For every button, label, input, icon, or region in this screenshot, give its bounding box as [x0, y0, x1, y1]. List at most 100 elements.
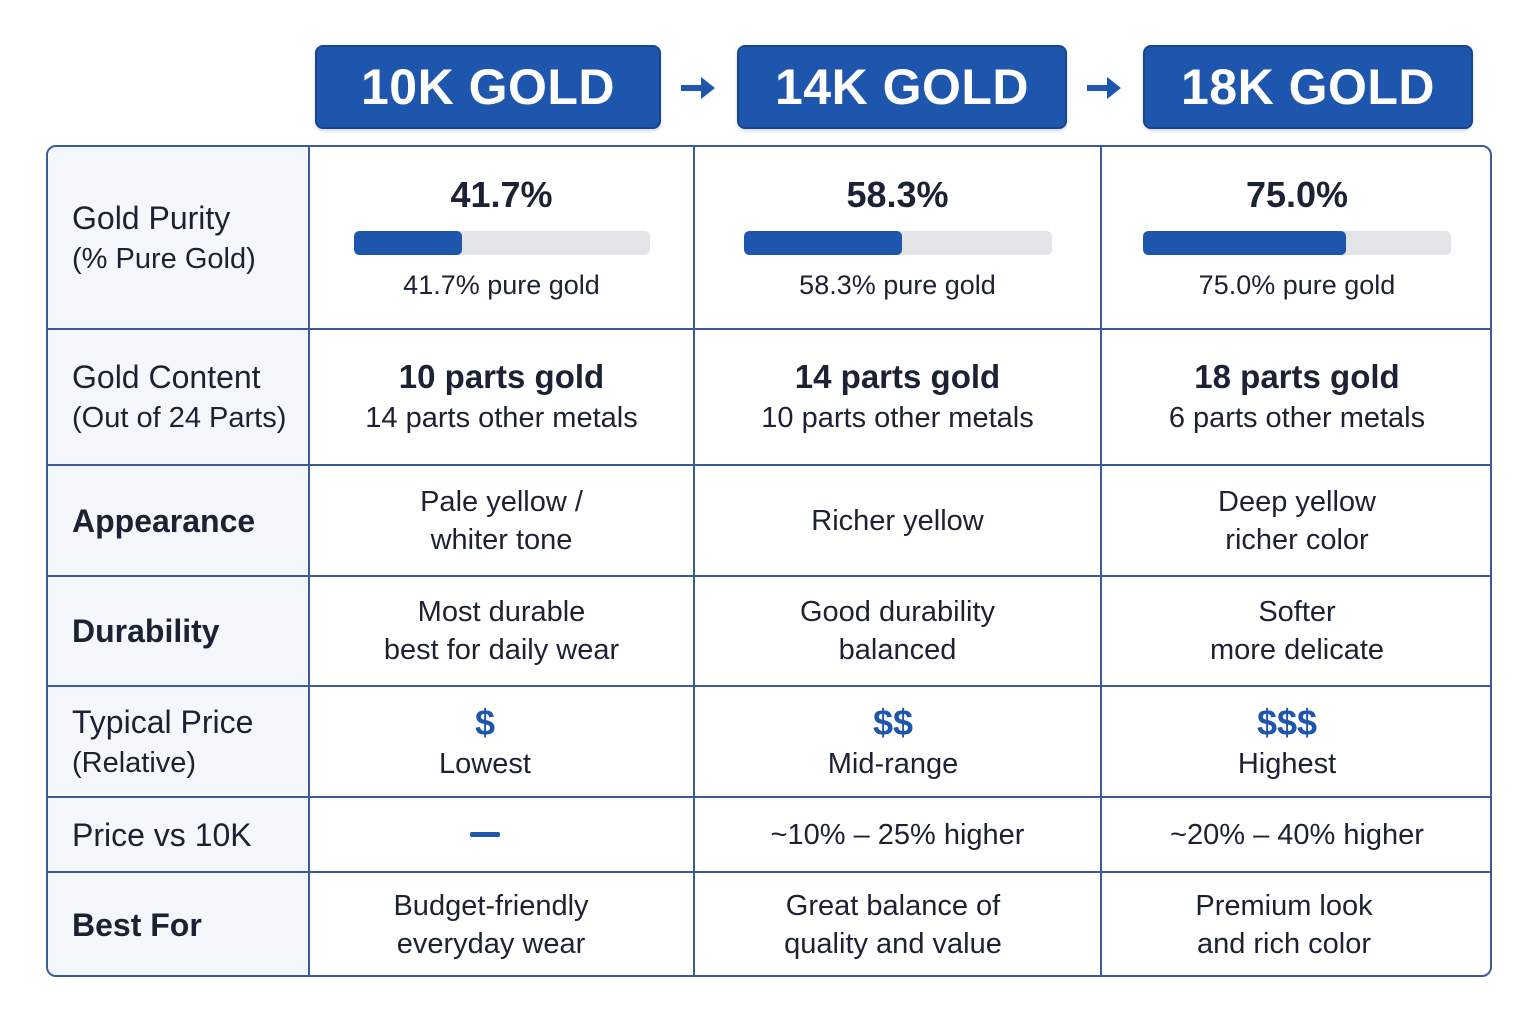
cell-line: more delicate [1209, 634, 1385, 666]
vs10k-cell-18k: ~20% – 40% higher [1102, 798, 1490, 871]
cell-line: Budget-friendly [393, 890, 589, 922]
cell-line: Deep yellow [1218, 485, 1376, 518]
cell-line: Good durability [799, 596, 996, 628]
cell-line: ~10% – 25% higher [770, 818, 1025, 851]
cell-line: Great balance of [785, 890, 1001, 922]
bestfor-cell-18k: Premium look and rich color [1102, 873, 1466, 975]
header-14k: 14K GOLD [737, 45, 1067, 129]
row-divider [48, 796, 1490, 798]
dash-icon [470, 832, 500, 837]
row-label-purity: Gold Purity (% Pure Gold) [48, 147, 308, 328]
price-symbol: $ [474, 701, 496, 743]
bestfor-cell-10k: Budget-friendly everyday wear [310, 873, 672, 975]
label-main: Gold Content [72, 359, 261, 395]
cell-line: Most durable [417, 596, 586, 628]
cell-line: Softer [1258, 596, 1336, 628]
header-10k: 10K GOLD [315, 45, 661, 129]
row-label-durability: Durability [48, 577, 308, 685]
cell-line: and rich color [1196, 928, 1372, 960]
content-cell-10k: 10 parts gold 14 parts other metals [310, 330, 693, 464]
price-symbol: $$$ [1256, 701, 1318, 743]
cell-line: everyday wear [396, 928, 586, 960]
row-label-content: Gold Content (Out of 24 Parts) [48, 330, 308, 464]
price-cell-14k: $$ Mid-range [695, 687, 1091, 796]
purity-value: 58.3% [846, 173, 949, 215]
content-cell-14k: 14 parts gold 10 parts other metals [695, 330, 1100, 464]
label-main: Typical Price [72, 703, 254, 740]
row-label-appearance: Appearance [48, 466, 308, 575]
header-14k-label: 14K GOLD [774, 59, 1030, 115]
purity-caption: 41.7% pure gold [403, 269, 600, 300]
row-label-bestfor: Best For [48, 873, 308, 975]
purity-bar-fill [353, 230, 463, 255]
purity-cell-14k: 58.3% 58.3% pure gold [695, 147, 1100, 328]
durability-cell-10k: Most durable best for daily wear [310, 577, 693, 685]
purity-caption: 75.0% pure gold [1198, 269, 1396, 300]
appearance-cell-10k: Pale yellow / whiter tone [310, 466, 693, 575]
cell-line: Pale yellow / [420, 485, 583, 518]
content-sub: 10 parts other metals [761, 402, 1034, 434]
price-cell-10k: $ Lowest [310, 687, 660, 796]
purity-caption: 58.3% pure gold [799, 269, 996, 300]
price-text: Lowest [439, 747, 531, 780]
appearance-cell-18k: Deep yellow richer color [1102, 466, 1490, 575]
arrow-right-icon [1084, 68, 1124, 108]
purity-cell-10k: 41.7% 41.7% pure gold [310, 147, 693, 328]
purity-value: 75.0% [1245, 173, 1349, 215]
purity-bar [1143, 230, 1451, 255]
price-text: Highest [1237, 747, 1337, 780]
cell-line: ~20% – 40% higher [1170, 818, 1424, 851]
durability-cell-18k: Softer more delicate [1102, 577, 1490, 685]
purity-bar-fill [743, 230, 902, 255]
price-cell-18k: $$$ Highest [1102, 687, 1472, 796]
label-sub: (Out of 24 Parts) [72, 402, 287, 434]
content-main: 10 parts gold [398, 358, 605, 395]
content-main: 14 parts gold [794, 358, 1001, 395]
cell-line: best for daily wear [383, 634, 620, 666]
row-label-price: Typical Price (Relative) [48, 687, 308, 796]
row-divider [48, 871, 1490, 873]
cell-line: quality and value [784, 928, 1002, 960]
cell-line: Premium look [1195, 890, 1373, 922]
cell-line: whiter tone [430, 523, 573, 556]
purity-value: 41.7% [450, 173, 553, 215]
content-main: 18 parts gold [1194, 358, 1400, 395]
row-divider [48, 464, 1490, 466]
label-main: Appearance [72, 502, 256, 539]
header-18k: 18K GOLD [1143, 45, 1473, 129]
content-sub: 6 parts other metals [1168, 402, 1426, 434]
column-divider [693, 147, 695, 975]
row-label-vs10k: Price vs 10K [48, 798, 308, 871]
label-sub: (Relative) [72, 746, 197, 779]
header-10k-label: 10K GOLD [360, 59, 616, 115]
cell-line: richer color [1225, 523, 1369, 556]
bestfor-cell-14k: Great balance of quality and value [695, 873, 1091, 975]
label-main: Price vs 10K [72, 816, 252, 853]
price-symbol: $$ [872, 701, 914, 743]
cell-line: balanced [838, 634, 957, 666]
price-text: Mid-range [827, 747, 959, 780]
content-sub: 14 parts other metals [365, 402, 638, 434]
arrow-right-icon [678, 68, 718, 108]
row-divider [48, 685, 1490, 687]
cell-line: Richer yellow [811, 504, 984, 537]
row-divider [48, 328, 1490, 330]
appearance-cell-14k: Richer yellow [695, 466, 1100, 575]
vs10k-cell-10k [310, 798, 660, 871]
label-main: Best For [72, 907, 202, 943]
label-sub: (% Pure Gold) [72, 242, 256, 275]
purity-bar-fill [1143, 230, 1347, 255]
purity-bar [353, 230, 650, 255]
purity-bar [743, 230, 1052, 255]
content-cell-18k: 18 parts gold 6 parts other metals [1102, 330, 1490, 464]
comparison-table: Gold Purity (% Pure Gold) 41.7% 41.7% pu… [46, 145, 1492, 977]
column-divider [1100, 147, 1102, 975]
vs10k-cell-14k: ~10% – 25% higher [695, 798, 1100, 871]
label-main: Gold Purity [72, 199, 231, 236]
durability-cell-14k: Good durability balanced [695, 577, 1100, 685]
row-divider [48, 575, 1490, 577]
purity-cell-18k: 75.0% 75.0% pure gold [1102, 147, 1490, 328]
column-divider [308, 147, 310, 975]
header-18k-label: 18K GOLD [1180, 59, 1436, 115]
label-main: Durability [72, 613, 220, 649]
